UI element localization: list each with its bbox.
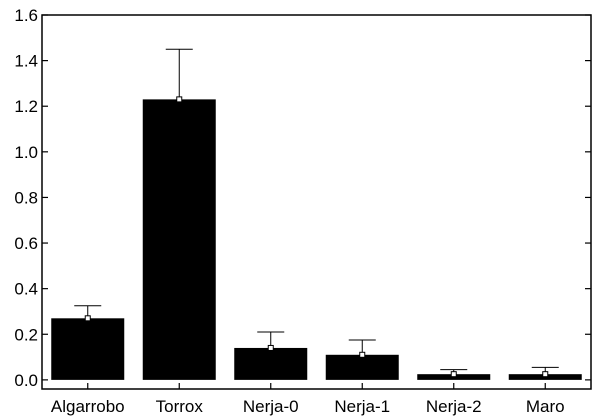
- y-tick-label: 0.0: [14, 371, 38, 390]
- bar: [325, 354, 399, 380]
- x-tick-label: Maro: [526, 397, 565, 416]
- bar: [142, 99, 216, 380]
- mean-marker: [542, 371, 549, 378]
- x-axis: Algarrobo Torrox Nerja-0 Nerja-1 Nerja-2 Maro: [51, 383, 565, 416]
- mean-marker: [176, 96, 183, 103]
- y-tick-label: 0.4: [14, 280, 38, 299]
- y-tick-label: 0.2: [14, 325, 38, 344]
- y-tick-label: 0.8: [14, 188, 38, 207]
- plot-frame: [41, 14, 592, 390]
- bar: [51, 318, 125, 380]
- y-tick-label: 1.6: [14, 6, 38, 25]
- mean-marker: [359, 351, 366, 358]
- y-axis: 0.0 0.2 0.4 0.6 0.8 1.0 1.2 1.4 1.6: [14, 6, 591, 390]
- x-tick-label: Nerja-1: [334, 397, 390, 416]
- x-tick-label: Nerja-2: [426, 397, 482, 416]
- y-tick-label: 1.2: [14, 97, 38, 116]
- bars: [51, 48, 582, 380]
- bar: [234, 347, 308, 380]
- y-tick-label: 1.4: [14, 52, 38, 71]
- mean-marker: [84, 315, 91, 322]
- mean-marker: [267, 344, 274, 351]
- mean-marker: [450, 371, 457, 378]
- x-tick-label: Algarrobo: [51, 397, 125, 416]
- y-tick-label: 1.0: [14, 143, 38, 162]
- x-tick-label: Torrox: [156, 397, 204, 416]
- y-tick-label: 0.6: [14, 234, 38, 253]
- x-tick-label: Nerja-0: [243, 397, 299, 416]
